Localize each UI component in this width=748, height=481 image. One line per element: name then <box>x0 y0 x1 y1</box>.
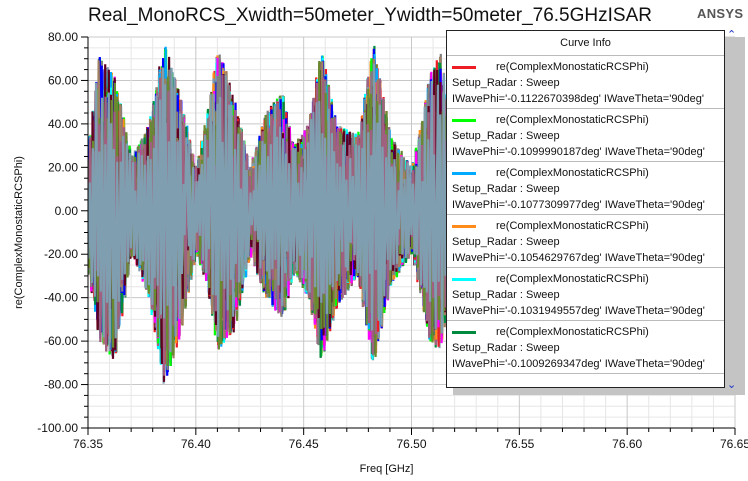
legend-vars: IWavePhi='-0.1031949557deg' IWaveTheta='… <box>452 305 705 317</box>
legend-vars: IWavePhi='-0.1122670398deg' IWaveTheta='… <box>452 93 705 105</box>
legend-swatch <box>452 224 476 228</box>
legend-expr: re(ComplexMonostaticRCSPhi) <box>496 114 649 126</box>
x-tick-label: 76.35 <box>73 437 103 451</box>
legend-swatch <box>452 277 476 281</box>
legend-setup: Setup_Radar : Sweep <box>452 130 560 142</box>
legend-expr: re(ComplexMonostaticRCSPhi) <box>496 273 649 285</box>
legend-setup: Setup_Radar : Sweep <box>452 342 560 354</box>
y-tick-label: 20.00 <box>48 160 78 174</box>
legend-vars: IWavePhi='-0.1099990187deg' IWaveTheta='… <box>452 146 705 158</box>
legend-setup: Setup_Radar : Sweep <box>452 183 560 195</box>
legend-item[interactable]: re(ComplexMonostaticRCSPhi) Setup_Radar … <box>447 109 724 162</box>
y-tick-label: 80.00 <box>48 30 78 44</box>
y-tick-label: -20.00 <box>44 247 78 261</box>
legend-item[interactable]: re(ComplexMonostaticRCSPhi) Setup_Radar … <box>447 162 724 215</box>
legend-swatch <box>452 65 476 69</box>
x-tick-label: 76.60 <box>612 437 642 451</box>
x-tick-label: 76.50 <box>396 437 426 451</box>
y-tick-label: -80.00 <box>44 378 78 392</box>
scroll-down-icon[interactable]: ⌄ <box>727 379 737 391</box>
scroll-up-icon[interactable]: ⌃ <box>727 29 737 41</box>
legend-header: Curve Info <box>447 31 724 56</box>
x-axis-label: Freq [GHz] <box>360 463 414 475</box>
y-tick-label: 0.00 <box>55 204 79 218</box>
legend-vars: IWavePhi='-0.1009269347deg' IWaveTheta='… <box>452 358 705 370</box>
x-tick-label: 76.65 <box>720 437 748 451</box>
y-tick-label: -60.00 <box>44 334 78 348</box>
legend-item[interactable]: re(ComplexMonostaticRCSPhi) Setup_Radar … <box>447 321 724 374</box>
legend-swatch <box>452 118 476 122</box>
legend-item[interactable]: re(ComplexMonostaticRCSPhi) Setup_Radar … <box>447 215 724 268</box>
y-tick-label: 40.00 <box>48 117 78 131</box>
legend-vars: IWavePhi='-0.1077309977deg' IWaveTheta='… <box>452 199 705 211</box>
y-tick-label: -100.00 <box>37 421 78 435</box>
legend-expr: re(ComplexMonostaticRCSPhi) <box>496 167 649 179</box>
x-tick-label: 76.40 <box>181 437 211 451</box>
y-tick-label: 60.00 <box>48 73 78 87</box>
legend-setup: Setup_Radar : Sweep <box>452 289 560 301</box>
legend-setup: Setup_Radar : Sweep <box>452 77 560 89</box>
x-tick-label: 76.45 <box>289 437 319 451</box>
y-tick-label: -40.00 <box>44 291 78 305</box>
x-tick-label: 76.55 <box>504 437 534 451</box>
legend-expr: re(ComplexMonostaticRCSPhi) <box>496 220 649 232</box>
legend-expr: re(ComplexMonostaticRCSPhi) <box>496 326 649 338</box>
legend-swatch <box>452 330 476 334</box>
y-axis-label: re(ComplexMonostaticRCSPhi) <box>13 156 25 309</box>
legend-item[interactable]: re(ComplexMonostaticRCSPhi) Setup_Radar … <box>447 56 724 109</box>
ansys-logo: ANSYS <box>697 6 744 21</box>
legend-swatch <box>452 171 476 175</box>
legend-item[interactable]: re(ComplexMonostaticRCSPhi) Setup_Radar … <box>447 268 724 321</box>
legend-setup: Setup_Radar : Sweep <box>452 236 560 248</box>
curve-info-legend[interactable]: Curve Info re(ComplexMonostaticRCSPhi) S… <box>446 30 725 388</box>
legend-vars: IWavePhi='-0.1054629767deg' IWaveTheta='… <box>452 252 705 264</box>
legend-expr: re(ComplexMonostaticRCSPhi) <box>496 61 649 73</box>
plot-title: Real_MonoRCS_Xwidth=50meter_Ywidth=50met… <box>88 5 652 26</box>
